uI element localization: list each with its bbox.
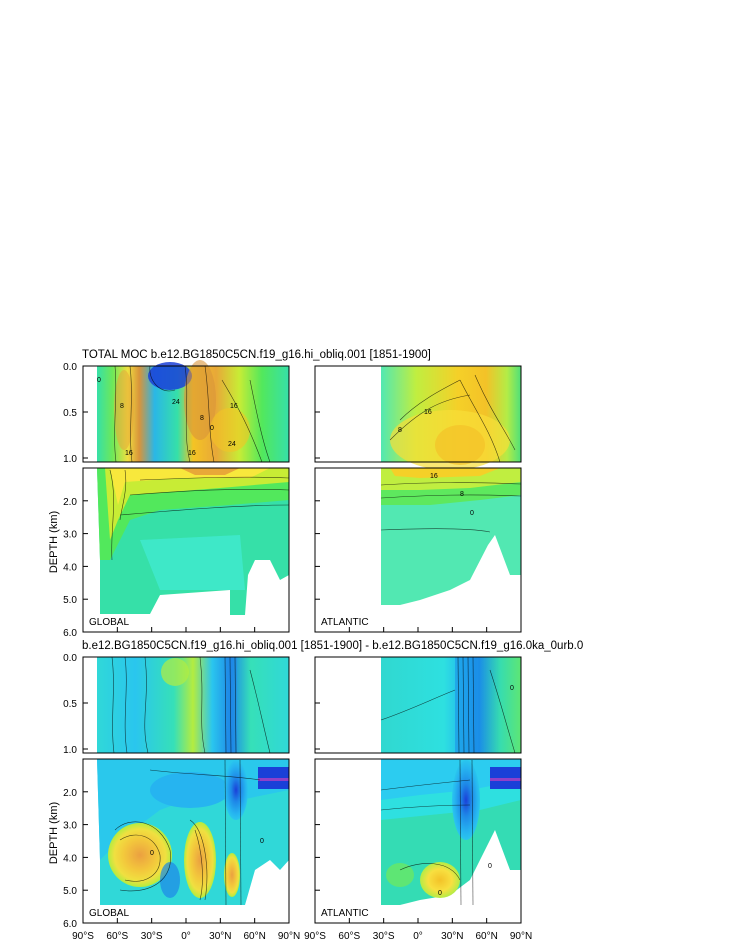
depth-tick-label: 0.5 — [63, 408, 77, 419]
region-label-global: GLOBAL — [89, 617, 129, 628]
region-label-atlantic: ATLANTIC — [321, 908, 369, 919]
lat-tick-label: 30°N — [209, 931, 231, 942]
depth-tick-label: 4.0 — [63, 853, 77, 864]
contour-label: 8 — [398, 427, 402, 434]
lat-tick-label: 90°S — [72, 931, 94, 942]
contour-label: 8 — [120, 403, 124, 410]
contour-label: 0 — [470, 510, 474, 517]
y-axis-label: DEPTH (km) — [48, 511, 60, 573]
depth-tick-label: 6.0 — [63, 919, 77, 930]
depth-tick-label: 1.0 — [63, 745, 77, 756]
contour-label: 16 — [125, 450, 133, 457]
contour-label: 24 — [172, 399, 180, 406]
depth-tick-label: 4.0 — [63, 562, 77, 573]
lat-tick-label: 60°S — [338, 931, 360, 942]
lat-tick-label: 60°N — [243, 931, 265, 942]
contour-label: 16 — [430, 473, 438, 480]
lat-tick-label: 90°N — [278, 931, 300, 942]
contour-label: 16 — [424, 409, 432, 416]
lat-tick-label: 90°N — [510, 931, 532, 942]
depth-tick-label: 3.0 — [63, 530, 77, 541]
depth-tick-label: 2.0 — [63, 788, 77, 799]
depth-tick-label: 5.0 — [63, 886, 77, 897]
region-label-atlantic: ATLANTIC — [321, 617, 369, 628]
bottom-atlantic-lower-panel — [314, 758, 522, 924]
top-atlantic-lower-panel — [314, 467, 522, 633]
region-label-global: GLOBAL — [89, 908, 129, 919]
lat-tick-label: 30°S — [141, 931, 163, 942]
contour-label: 0 — [260, 838, 264, 845]
depth-tick-label: 0.5 — [63, 699, 77, 710]
contour-label: 0 — [97, 377, 101, 384]
bottom-global-lower-panel — [82, 758, 290, 924]
depth-tick-label: 6.0 — [63, 628, 77, 639]
contour-label: 0 — [488, 863, 492, 870]
contour-label: 8 — [200, 415, 204, 422]
y-axis-label: DEPTH (km) — [48, 802, 60, 864]
depth-tick-label: 3.0 — [63, 821, 77, 832]
contour-label: 8 — [460, 491, 464, 498]
lat-tick-label: 60°N — [475, 931, 497, 942]
lat-tick-label: 0° — [181, 931, 191, 942]
contour-label: 16 — [188, 450, 196, 457]
axes-layer: 0.0 0.5 1.0 2.0 3.0 4.0 5.0 6.0 DEPTH (km) GLOBAL… — [48, 362, 532, 942]
depth-tick-label: 2.0 — [63, 497, 77, 508]
depth-tick-label: 0.0 — [63, 653, 77, 664]
bottom-atlantic-upper-panel — [314, 656, 522, 754]
depth-tick-label: 5.0 — [63, 595, 77, 606]
contour-label: 0 — [438, 890, 442, 897]
top-global-lower-panel — [82, 467, 290, 633]
lat-tick-label: 30°S — [373, 931, 395, 942]
lat-tick-label: 0° — [413, 931, 423, 942]
top-atlantic-upper-panel — [314, 365, 522, 470]
contour-label: 0 — [150, 850, 154, 857]
contour-label: 24 — [228, 441, 236, 448]
depth-tick-label: 1.0 — [63, 454, 77, 465]
depth-tick-label: 0.0 — [63, 362, 77, 373]
contour-label: 0 — [510, 685, 514, 692]
top-global-upper-panel — [82, 360, 290, 463]
lat-tick-label: 30°N — [441, 931, 463, 942]
lat-tick-label: 90°S — [304, 931, 326, 942]
top-title: TOTAL MOC b.e12.BG1850C5CN.f19_g16.hi_ob… — [82, 349, 431, 361]
bottom-title: b.e12.BG1850C5CN.f19_g16.hi_obliq.001 [1… — [82, 640, 583, 652]
contour-label: 16 — [230, 403, 238, 410]
contour-label: 0 — [210, 425, 214, 432]
lat-tick-label: 60°S — [106, 931, 128, 942]
bottom-global-upper-panel — [82, 656, 290, 754]
